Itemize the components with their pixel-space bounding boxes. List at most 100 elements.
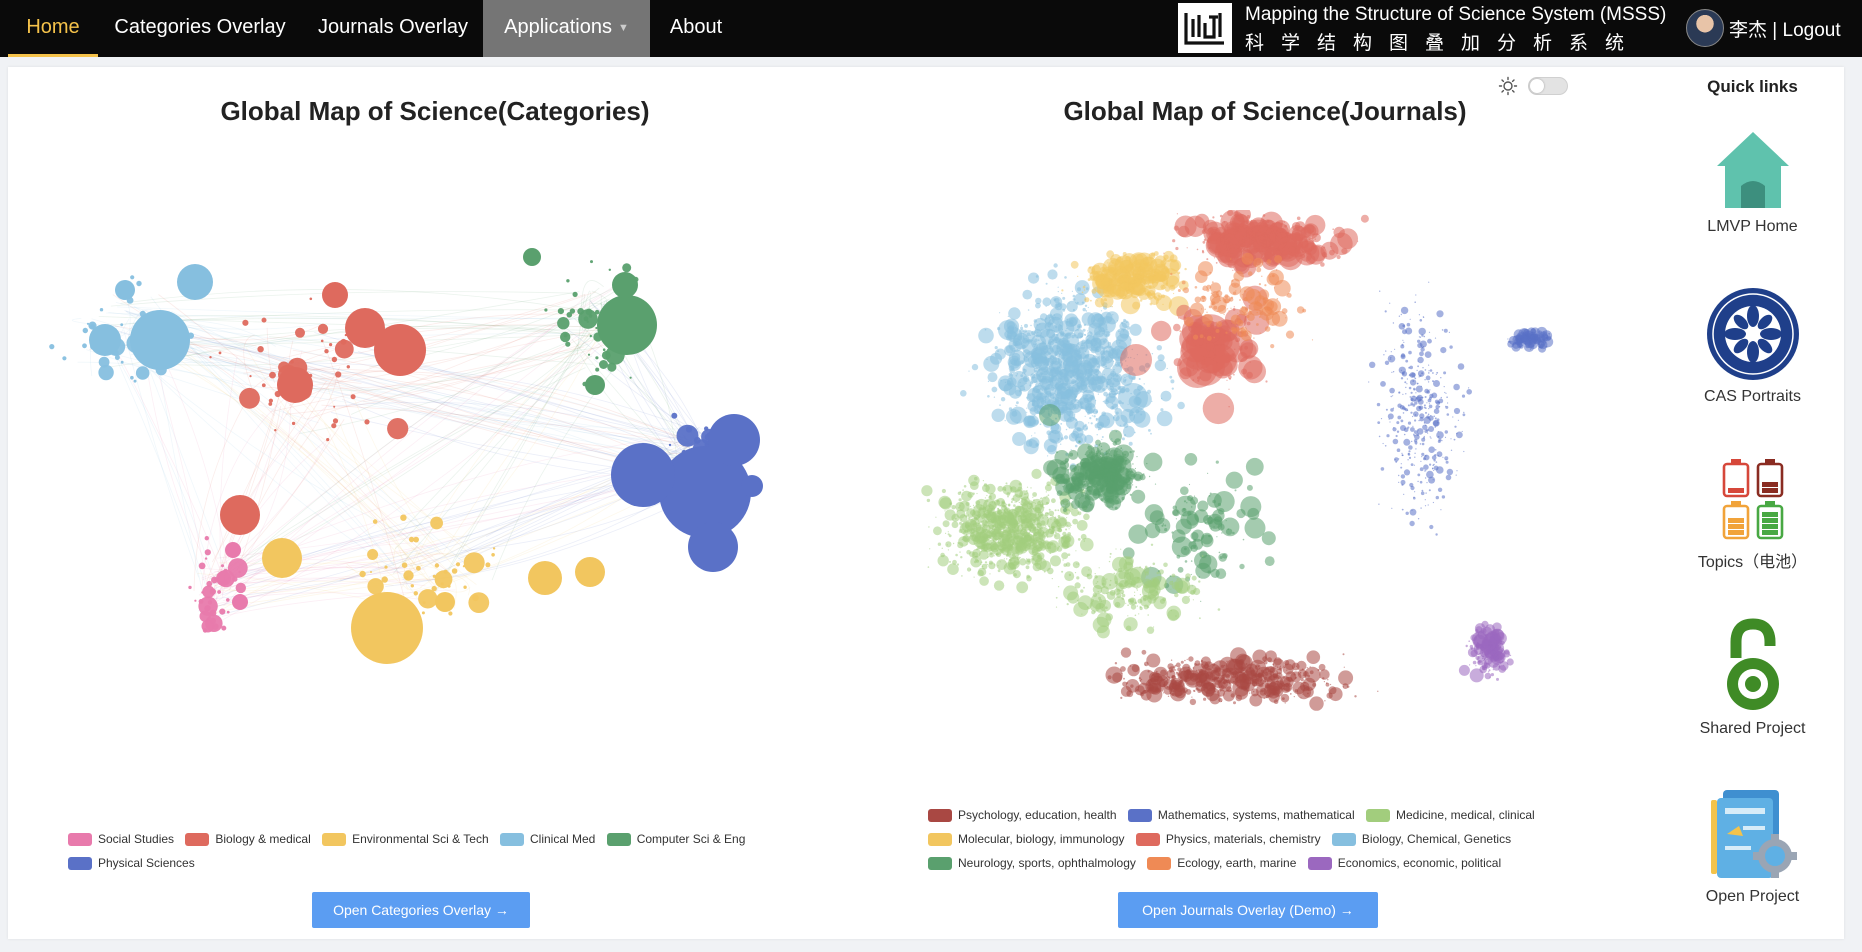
map-node — [416, 565, 421, 571]
legend-item-biology-medical[interactable]: Biology & medical — [185, 832, 311, 846]
legend-item-clinical-med[interactable]: Clinical Med — [499, 832, 595, 846]
map-node — [999, 549, 1003, 552]
open-categories-overlay-button[interactable]: Open Categories Overlay → — [312, 892, 530, 928]
map-node — [1011, 410, 1018, 417]
map-node — [1400, 344, 1405, 349]
map-node — [1030, 487, 1032, 489]
map-node — [982, 518, 984, 520]
map-link — [104, 332, 214, 609]
map-node — [984, 328, 987, 331]
map-node — [990, 543, 1000, 553]
map-node — [1403, 438, 1411, 446]
map-node — [1475, 643, 1480, 647]
map-node — [1006, 518, 1013, 524]
map-node — [1413, 464, 1415, 466]
map-node — [991, 532, 994, 535]
map-node — [1319, 676, 1321, 679]
map-node — [1472, 660, 1477, 665]
nav-categories-overlay[interactable]: Categories Overlay — [114, 16, 286, 38]
journals-scatter-map[interactable] — [900, 206, 1630, 740]
map-node — [1270, 678, 1273, 681]
map-node — [1469, 644, 1474, 649]
map-node — [1414, 456, 1416, 458]
map-node — [1526, 333, 1528, 335]
map-node — [1022, 330, 1024, 332]
theme-toggle[interactable] — [1498, 75, 1570, 97]
legend-item-physical-sciences[interactable]: Physical Sciences — [68, 856, 195, 870]
map-node — [1429, 389, 1431, 391]
map-node — [1125, 470, 1136, 481]
map-node — [1190, 560, 1193, 562]
map-node — [1529, 340, 1532, 343]
legend-item-social-studies[interactable]: Social Studies — [68, 832, 174, 846]
map-node — [1122, 547, 1135, 560]
map-node — [994, 348, 1006, 360]
user-name[interactable]: 李杰 — [1729, 20, 1768, 41]
avatar[interactable] — [1686, 9, 1724, 47]
map-node — [1118, 463, 1123, 468]
map-node — [1228, 679, 1230, 681]
map-link — [584, 290, 591, 310]
map-node — [1094, 266, 1096, 268]
map-node — [1002, 541, 1004, 543]
map-node — [1396, 448, 1401, 452]
map-node — [1089, 451, 1092, 455]
map-node — [235, 582, 246, 594]
map-node — [995, 553, 998, 556]
map-node — [1202, 665, 1205, 669]
map-link — [221, 589, 456, 617]
map-node — [1311, 339, 1314, 341]
map-node — [130, 275, 135, 280]
legend-item-computer-sci[interactable]: Computer Sci & Eng — [606, 832, 745, 846]
map-node — [1450, 438, 1452, 440]
map-node — [1424, 396, 1427, 398]
journals-map[interactable] — [900, 206, 1630, 740]
map-node — [1232, 680, 1236, 684]
map-node — [120, 323, 124, 327]
map-node — [418, 589, 438, 609]
map-node — [1461, 430, 1463, 433]
map-node — [1253, 301, 1263, 311]
map-node — [1417, 365, 1419, 368]
map-node — [1069, 464, 1077, 472]
map-node — [1271, 274, 1275, 278]
nav-journals-overlay[interactable]: Journals Overlay — [317, 16, 469, 38]
map-node — [1146, 653, 1161, 668]
legend-item-environmental[interactable]: Environmental Sci & Tech — [322, 832, 489, 846]
map-node — [1417, 518, 1420, 520]
logout-link[interactable]: Logout — [1782, 20, 1841, 41]
map-node — [1282, 663, 1294, 675]
map-node — [1490, 644, 1492, 647]
map-node — [1233, 660, 1246, 674]
map-node — [607, 362, 617, 372]
categories-map[interactable] — [45, 240, 805, 720]
map-node — [1184, 659, 1186, 662]
map-node — [1019, 528, 1021, 530]
map-node — [970, 505, 972, 507]
map-node — [1207, 237, 1211, 241]
map-node — [1077, 275, 1079, 277]
nav-about[interactable]: About — [669, 16, 723, 38]
map-node — [1075, 474, 1077, 476]
map-node — [1239, 339, 1259, 358]
categories-network-graph[interactable] — [45, 240, 805, 720]
toggle-switch[interactable] — [1528, 77, 1568, 95]
map-node — [1296, 685, 1311, 700]
map-node — [1433, 469, 1435, 471]
nav-applications[interactable]: Applications ▼ — [483, 0, 650, 57]
map-node — [1008, 307, 1021, 320]
map-node — [959, 491, 962, 493]
map-node — [1067, 340, 1070, 343]
map-node — [1475, 655, 1480, 660]
map-node — [1046, 355, 1048, 357]
map-link — [285, 332, 592, 415]
map-node — [1507, 338, 1509, 340]
map-node — [1328, 686, 1337, 695]
map-node — [1228, 388, 1230, 390]
sun-icon — [1498, 76, 1518, 96]
map-node — [1403, 469, 1411, 476]
nav-home[interactable]: Home — [8, 0, 98, 57]
map-node — [1437, 487, 1443, 492]
map-node — [1484, 661, 1486, 663]
map-node — [1166, 676, 1171, 681]
